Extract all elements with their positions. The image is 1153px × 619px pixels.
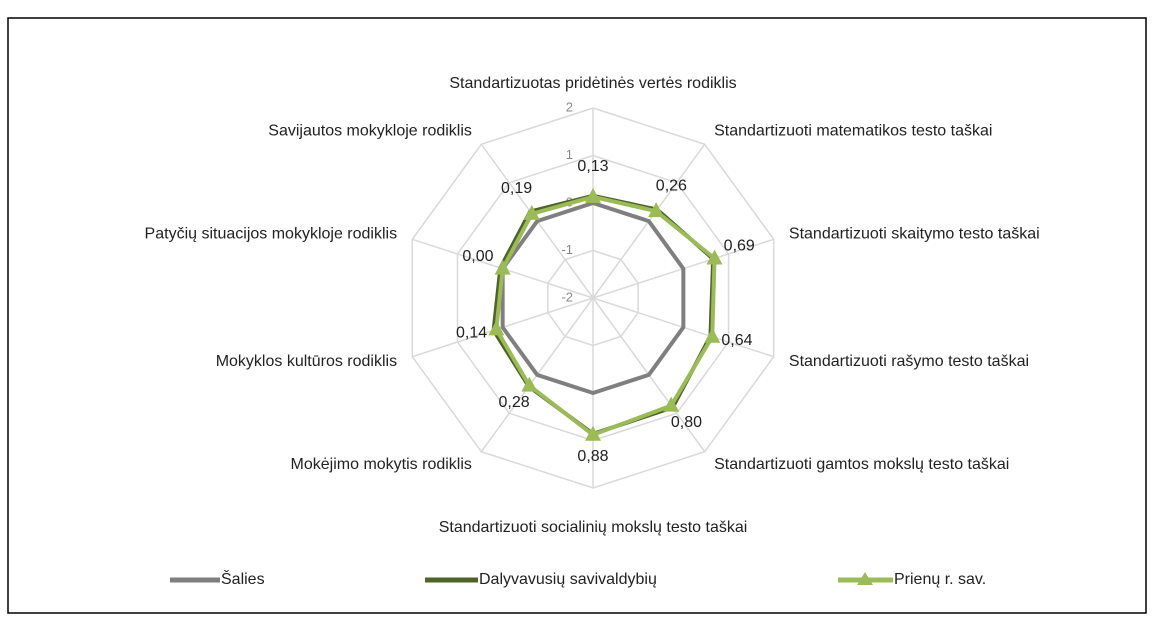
- chart-border: [7, 17, 1147, 614]
- data-label: 0,13: [577, 158, 608, 175]
- legend-label: Dalyvavusių savivaldybių: [479, 571, 657, 588]
- category-label: Standartizuoti skaitymo testo taškai: [789, 226, 1040, 243]
- data-marker: [488, 320, 505, 336]
- data-label: 0,00: [462, 248, 493, 265]
- category-label: Standartizuoti socialinių mokslų testo t…: [439, 519, 748, 536]
- legend: Šalies Dalyvavusių savivaldybių Prienų r…: [170, 569, 986, 588]
- legend-label: Prienų r. sav.: [894, 571, 986, 588]
- category-label: Standartizuotas pridėtinės vertės rodikl…: [449, 75, 736, 92]
- category-label: Standartizuoti rašymo testo taškai: [789, 353, 1029, 370]
- data-marker: [585, 425, 601, 441]
- data-marker: [521, 376, 538, 392]
- data-label: 0,19: [501, 180, 532, 197]
- data-label: 0,69: [724, 238, 755, 255]
- data-label: 0,26: [656, 177, 687, 194]
- data-label: 0,14: [456, 325, 487, 342]
- category-label: Standartizuoti gamtos mokslų testo taška…: [714, 456, 1009, 473]
- data-label: 0,28: [498, 394, 529, 411]
- data-label: 0,64: [721, 332, 752, 349]
- data-label: 0,80: [671, 414, 702, 431]
- category-label: Patyčių situacijos mokykloje rodiklis: [145, 226, 398, 243]
- data-label: 0,88: [577, 448, 608, 465]
- data-marker: [704, 327, 721, 343]
- category-label: Mokėjimo mokytis rodiklis: [291, 456, 472, 473]
- y-tick-label: -2: [561, 289, 573, 304]
- y-tick-label: 1: [566, 147, 573, 162]
- category-label: Standartizuoti matematikos testo taškai: [714, 123, 992, 140]
- y-tick-label: -1: [561, 242, 573, 257]
- legend-marker: [857, 572, 873, 585]
- series-line: [500, 201, 686, 395]
- category-label: Savijautos mokykloje rodiklis: [268, 123, 472, 140]
- legend-label: Šalies: [221, 569, 265, 588]
- data-marker: [648, 202, 665, 218]
- data-marker: [585, 187, 601, 203]
- y-tick-label: 2: [566, 99, 573, 114]
- data-marker: [494, 259, 511, 275]
- data-marker: [663, 396, 680, 412]
- category-label: Mokyklos kultūros rodiklis: [216, 353, 397, 370]
- data-marker: [523, 204, 540, 220]
- data-marker: [706, 249, 723, 265]
